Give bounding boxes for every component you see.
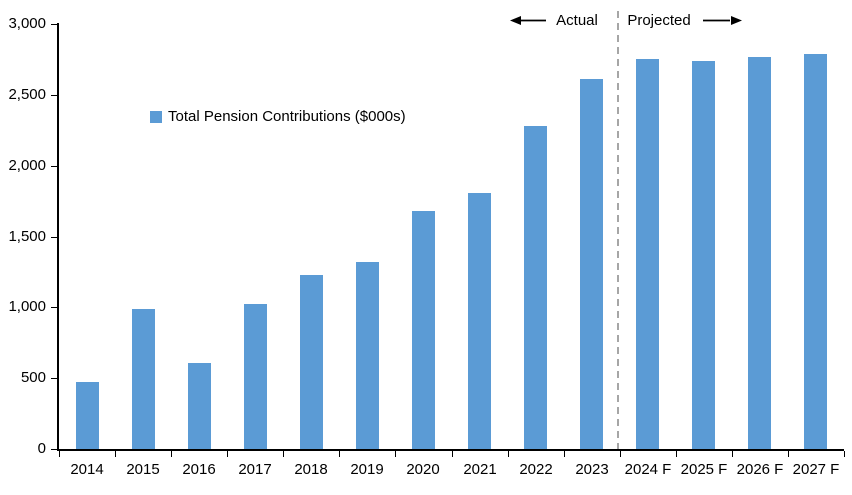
bar-2014 bbox=[76, 382, 99, 449]
x-tick-label: 2027 F bbox=[792, 461, 840, 478]
x-tick-label: 2021 bbox=[463, 461, 497, 478]
actual-label: Actual bbox=[556, 12, 598, 29]
x-tick-label: 2025 F bbox=[680, 461, 728, 478]
bar-2021 bbox=[468, 193, 491, 449]
y-tick-mark bbox=[51, 378, 58, 379]
y-tick-mark bbox=[51, 24, 58, 25]
projected-right-arrow-icon bbox=[703, 16, 742, 25]
y-tick-mark bbox=[51, 166, 58, 167]
x-tick-mark bbox=[620, 451, 621, 457]
x-tick-label: 2015 bbox=[126, 461, 160, 478]
y-tick-label: 3,000 bbox=[8, 15, 46, 32]
bar-2023 bbox=[580, 79, 603, 449]
bar-2015 bbox=[132, 309, 155, 449]
actual-projected-divider bbox=[617, 11, 619, 451]
x-tick-mark bbox=[339, 451, 340, 457]
y-tick-label: 500 bbox=[20, 369, 46, 386]
y-axis-line bbox=[57, 23, 59, 451]
x-tick-mark bbox=[676, 451, 677, 457]
x-tick-label: 2017 bbox=[238, 461, 272, 478]
y-tick-label: 1,000 bbox=[8, 298, 46, 315]
y-tick-label: 2,500 bbox=[8, 86, 46, 103]
bar-2022 bbox=[524, 126, 547, 449]
x-axis-line bbox=[57, 449, 844, 451]
y-tick-mark bbox=[51, 95, 58, 96]
x-tick-mark bbox=[508, 451, 509, 457]
x-tick-mark bbox=[115, 451, 116, 457]
x-tick-mark bbox=[171, 451, 172, 457]
x-tick-label: 2016 bbox=[182, 461, 216, 478]
bar-2027-f bbox=[804, 54, 827, 449]
actual-left-arrow-icon bbox=[510, 16, 546, 25]
x-tick-label: 2022 bbox=[519, 461, 553, 478]
x-tick-mark bbox=[452, 451, 453, 457]
y-tick-mark bbox=[51, 237, 58, 238]
x-tick-mark bbox=[732, 451, 733, 457]
legend: Total Pension Contributions ($000s) bbox=[150, 108, 406, 126]
y-tick-mark bbox=[51, 307, 58, 308]
x-tick-mark bbox=[564, 451, 565, 457]
x-tick-label: 2014 bbox=[70, 461, 104, 478]
x-tick-label: 2020 bbox=[406, 461, 440, 478]
x-tick-mark bbox=[283, 451, 284, 457]
x-tick-mark bbox=[788, 451, 789, 457]
x-tick-mark bbox=[395, 451, 396, 457]
bar-2016 bbox=[188, 363, 211, 449]
x-tick-mark bbox=[844, 451, 845, 457]
bar-2024-f bbox=[636, 59, 659, 449]
x-tick-label: 2018 bbox=[294, 461, 328, 478]
y-tick-label: 0 bbox=[37, 440, 46, 457]
bar-2018 bbox=[300, 275, 323, 449]
projected-label: Projected bbox=[627, 12, 691, 29]
x-tick-label: 2023 bbox=[575, 461, 609, 478]
y-tick-label: 1,500 bbox=[8, 228, 46, 245]
x-tick-mark bbox=[227, 451, 228, 457]
bar-2020 bbox=[412, 211, 435, 449]
x-tick-label: 2026 F bbox=[736, 461, 784, 478]
bar-2026-f bbox=[748, 57, 771, 449]
x-tick-label: 2024 F bbox=[624, 461, 672, 478]
legend-label: Total Pension Contributions ($000s) bbox=[168, 108, 406, 125]
bar-2025-f bbox=[692, 61, 715, 449]
x-tick-label: 2019 bbox=[350, 461, 384, 478]
legend-swatch-icon bbox=[150, 111, 162, 123]
y-tick-label: 2,000 bbox=[8, 157, 46, 174]
bar-2017 bbox=[244, 304, 267, 449]
bar-2019 bbox=[356, 262, 379, 449]
y-tick-mark bbox=[51, 449, 58, 450]
x-tick-mark bbox=[59, 451, 60, 457]
